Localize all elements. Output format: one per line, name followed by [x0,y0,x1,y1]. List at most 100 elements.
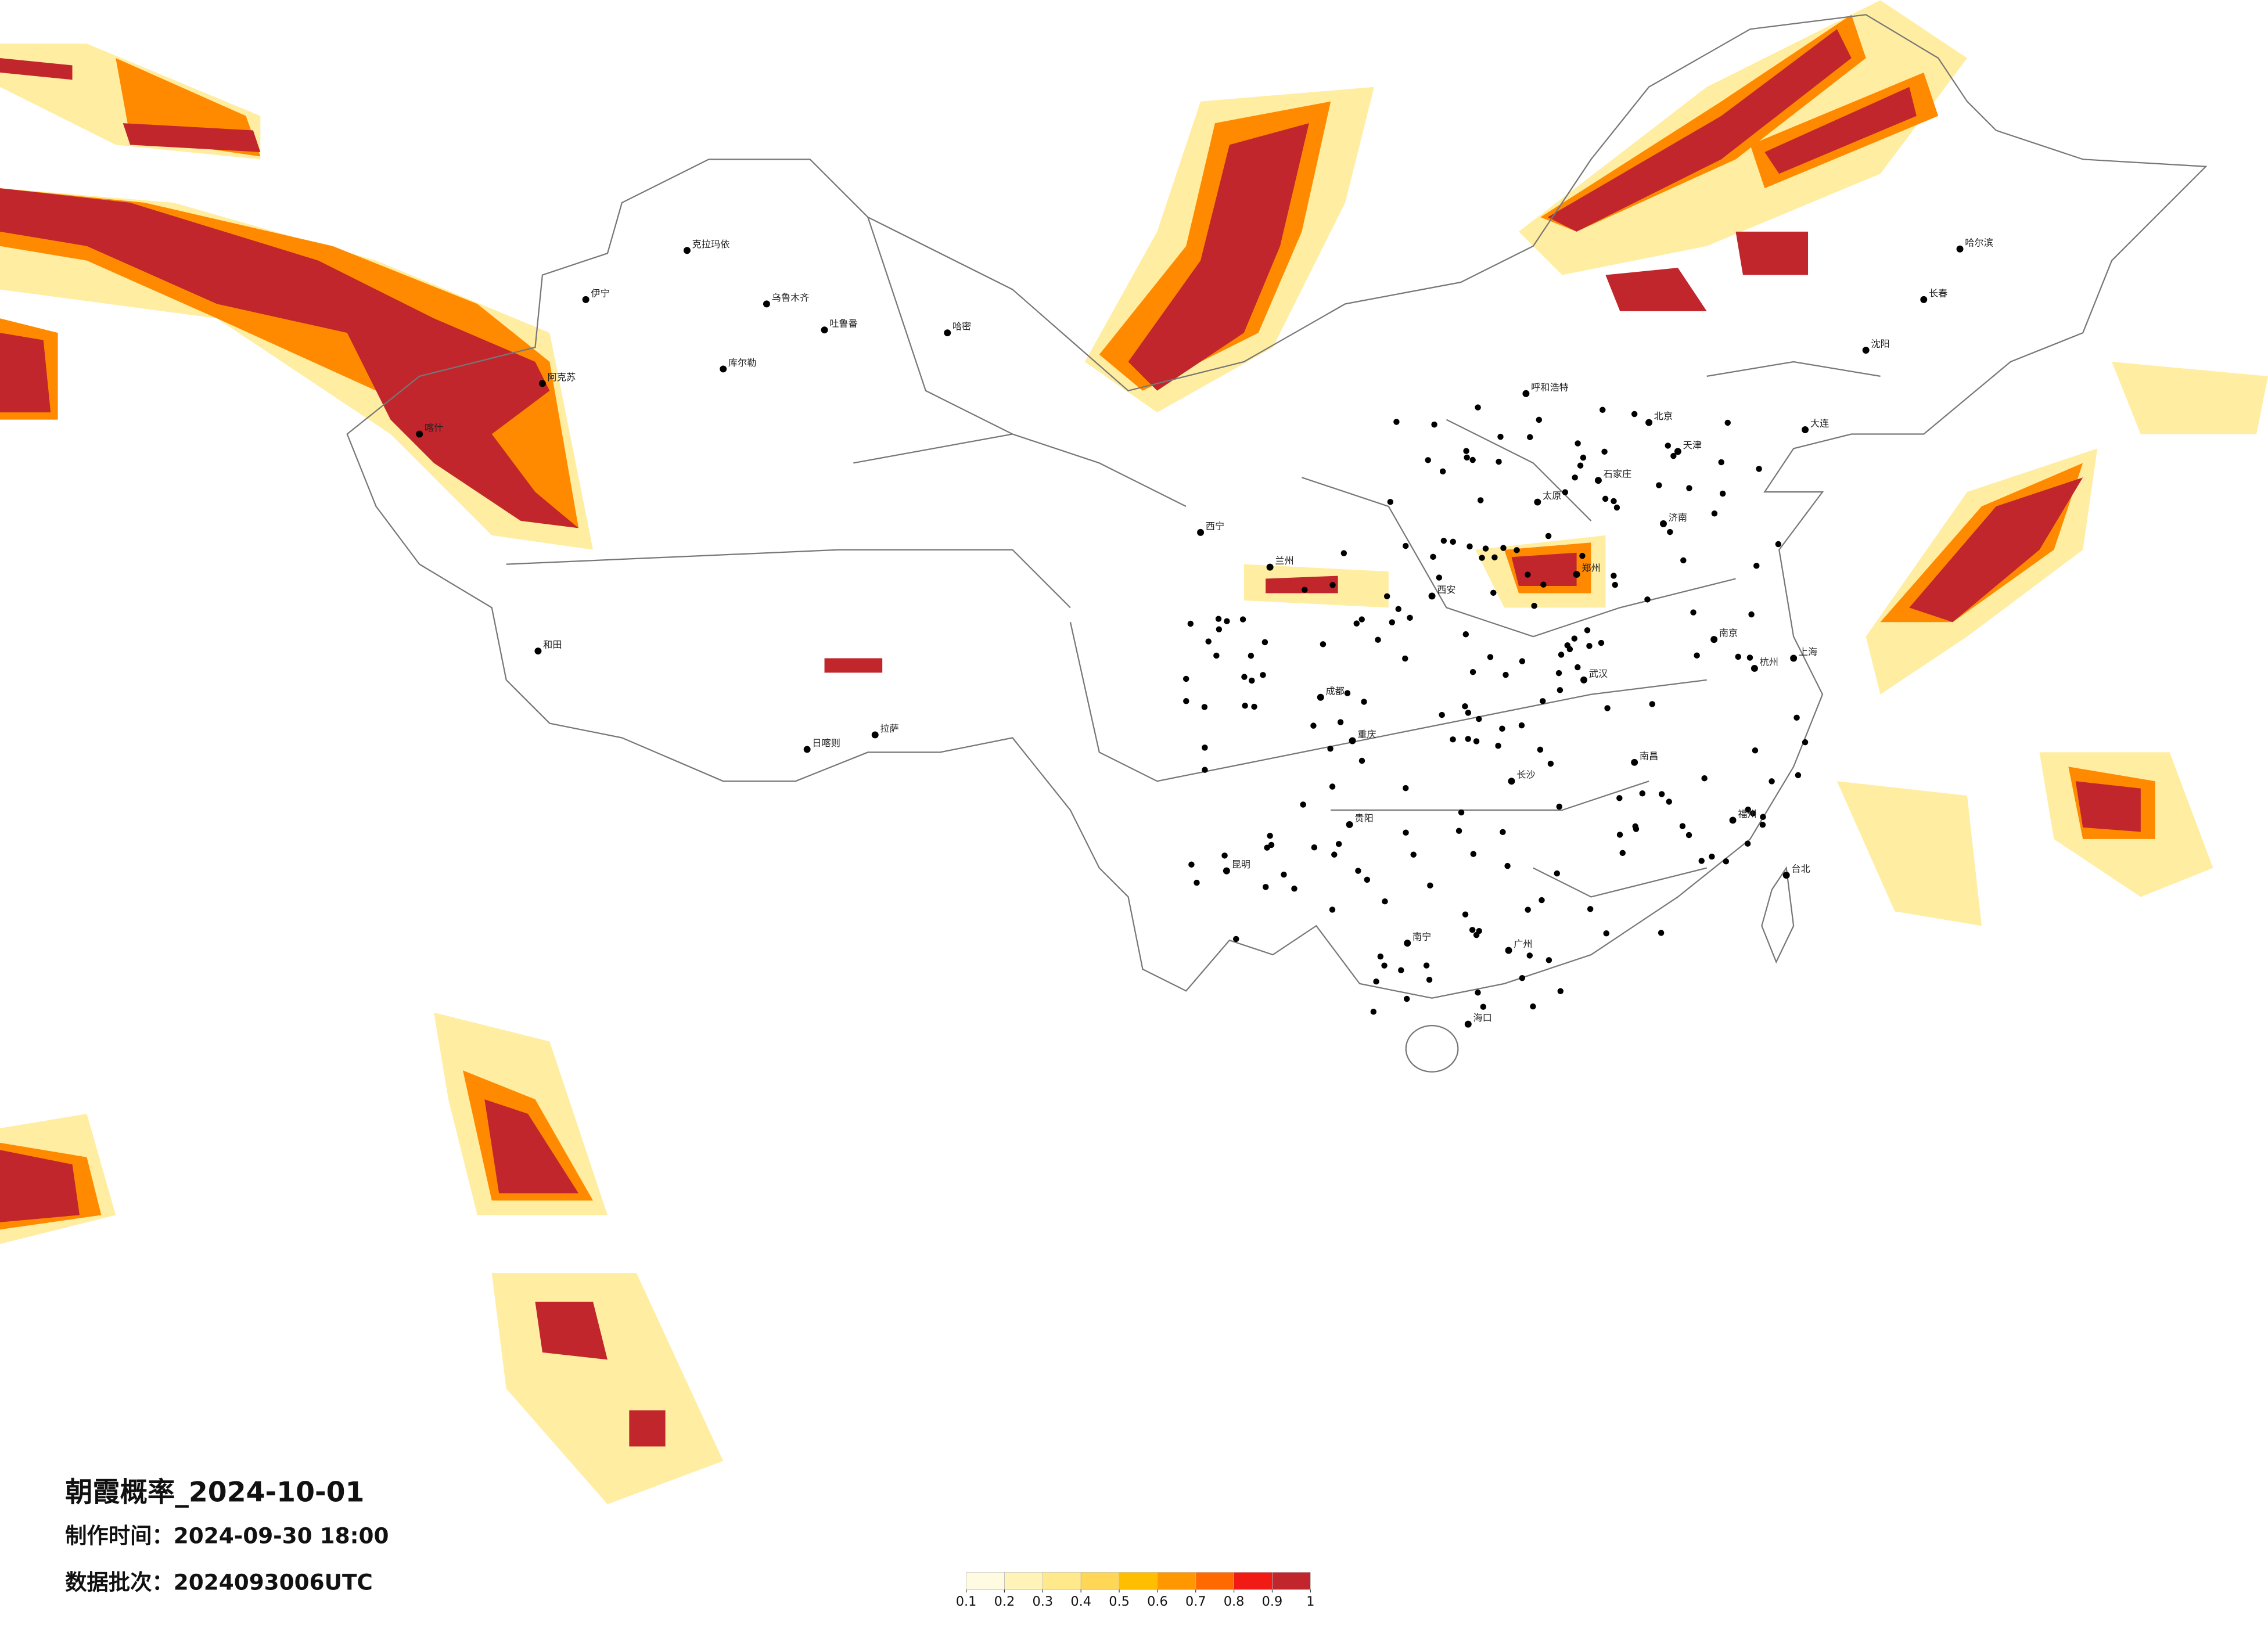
station-marker [1666,798,1672,805]
city-marker [1197,528,1205,536]
station-marker [1555,670,1562,677]
station-marker [1251,703,1257,710]
station-marker [1639,790,1646,797]
station-marker [1355,868,1361,874]
station-marker [1694,652,1700,659]
city-label: 哈密 [953,321,971,332]
colorbar-tick-label: 0.1 [956,1594,977,1609]
station-marker [1556,803,1562,810]
city-marker [1223,867,1230,875]
station-marker [1547,760,1554,767]
station-marker [1364,876,1371,883]
station-marker [1320,641,1327,647]
station-marker [1527,434,1533,440]
station-marker [1562,489,1569,495]
station-marker [1329,906,1336,913]
station-marker [1430,553,1436,560]
station-marker [1587,906,1594,912]
station-marker [1310,722,1317,729]
station-marker [1431,421,1437,428]
city-label: 库尔勒 [728,357,757,368]
station-marker [1526,952,1533,959]
city-marker [1428,592,1436,600]
colorbar-swatch [1080,1572,1120,1590]
station-marker [1579,552,1586,559]
station-marker [1753,563,1760,569]
city-marker [1660,520,1667,527]
colorbar-tick-label: 0.4 [1070,1594,1091,1609]
station-marker [1268,841,1275,848]
info-line: 制作时间：2024-09-30 18:00 [65,1523,389,1549]
station-marker [1340,550,1347,556]
station-marker [1613,504,1620,511]
station-marker [1358,757,1365,764]
station-marker [1537,746,1544,753]
station-marker [1439,711,1445,718]
station-marker [1462,703,1468,710]
city-marker [1346,821,1353,828]
station-marker [1464,454,1470,461]
colorbar-swatch [1004,1572,1043,1590]
station-marker [1224,618,1230,624]
station-marker [1183,698,1189,704]
station-marker [1281,871,1287,878]
colorbar-tick-label: 0.5 [1109,1594,1130,1609]
station-marker [1353,620,1360,627]
city-label: 昆明 [1232,859,1250,870]
station-marker [1387,499,1394,505]
city-markers [416,245,1964,1028]
station-marker [1249,677,1255,684]
city-marker [1594,477,1602,484]
station-marker [1205,638,1212,645]
city-label: 北京 [1654,411,1673,422]
city-label: 贵阳 [1354,812,1373,823]
city-marker [763,300,770,308]
station-marker [1497,433,1504,440]
city-marker [1920,296,1928,303]
station-marker [1426,976,1433,983]
station-marker [1504,862,1511,869]
station-marker [1744,840,1751,847]
station-marker [1558,652,1565,658]
city-label: 天津 [1683,440,1702,451]
station-marker [1580,454,1587,461]
city-label: 沈阳 [1871,339,1889,350]
station-marker [1530,1003,1536,1010]
station-marker [1545,957,1552,963]
colorbar-swatch [1272,1572,1311,1590]
station-marker [1690,609,1696,616]
info-line: 数据批次：2024093006UTC [65,1569,373,1595]
station-marker [1600,406,1606,413]
station-marker [1793,714,1800,721]
station-marker [1465,710,1472,716]
station-marker [1540,581,1547,588]
city-label: 福州 [1738,808,1756,819]
station-marker [1575,440,1581,447]
station-marker [1749,810,1756,816]
city-label: 喀什 [425,422,443,433]
station-marker [1465,736,1471,742]
station-marker [1427,882,1433,889]
station-marker [1215,616,1222,622]
city-marker [720,365,727,373]
station-marker [1701,775,1708,782]
city-marker [1573,571,1580,578]
station-marker [1536,416,1543,423]
station-marker [1564,642,1570,649]
colorbar: 0.1 0.2 0.3 0.4 0.5 0.6 0.7 0.8 0.9 1 [956,1572,1314,1609]
station-marker [1242,702,1248,709]
info-value: 2024093006UTC [174,1569,373,1595]
city-marker [416,430,423,438]
city-marker [944,329,951,337]
station-marker [1603,930,1609,937]
station-marker [1410,851,1417,858]
station-marker [1499,725,1505,732]
station-marker [1393,419,1400,425]
city-marker [1790,654,1798,662]
station-marker [1572,474,1578,481]
station-marker [1503,671,1509,678]
station-marker [1518,722,1525,729]
city-marker [1710,636,1718,643]
station-marker [1302,587,1308,593]
